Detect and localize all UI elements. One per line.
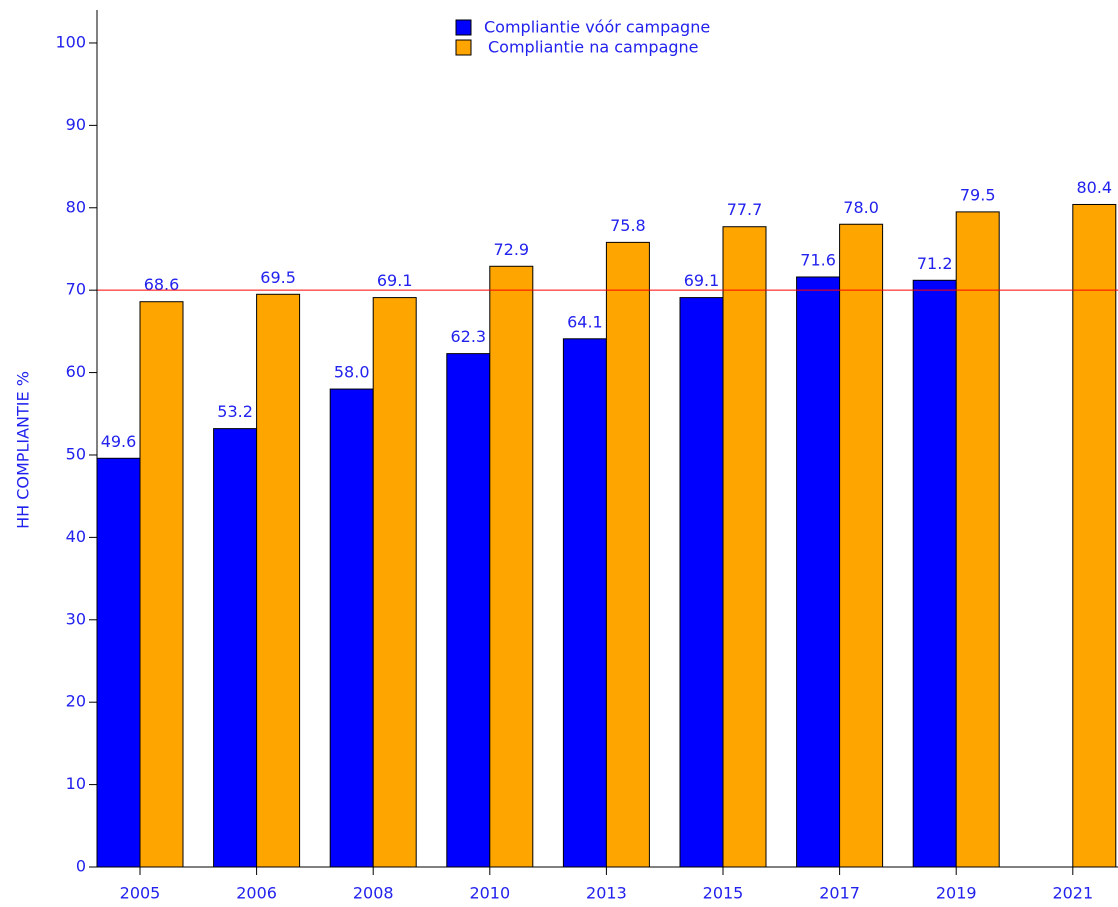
x-tick-label: 2008 <box>353 884 394 903</box>
legend-label: Compliantie vóór campagne <box>484 18 710 37</box>
data-label: 69.1 <box>684 271 720 290</box>
bar <box>955 211 1000 868</box>
bar <box>1072 203 1117 868</box>
y-axis-label: HH COMPLIANTIE % <box>14 371 33 529</box>
y-tick-label: 40 <box>66 527 86 546</box>
legend-label: Compliantie na campagne <box>488 38 699 57</box>
data-label: 68.6 <box>144 275 180 294</box>
data-label: 77.7 <box>727 200 763 219</box>
x-tick-label: 2010 <box>469 884 510 903</box>
y-tick-label: 70 <box>66 280 86 299</box>
y-tick-label: 20 <box>66 692 86 711</box>
data-label: 49.6 <box>101 432 137 451</box>
bar <box>605 241 650 868</box>
data-label: 62.3 <box>450 327 486 346</box>
x-tick-label: 2006 <box>236 884 277 903</box>
data-label: 58.0 <box>334 363 370 382</box>
data-label: 71.6 <box>800 250 836 269</box>
x-tick-label: 2015 <box>703 884 744 903</box>
bar <box>446 353 491 868</box>
data-label: 69.1 <box>377 271 413 290</box>
bar <box>329 388 374 868</box>
bar <box>139 301 184 868</box>
y-tick-label: 30 <box>66 609 86 628</box>
y-tick-label: 50 <box>66 444 86 463</box>
bar <box>372 297 417 868</box>
x-tick-label: 2021 <box>1052 884 1093 903</box>
data-label: 75.8 <box>610 216 646 235</box>
x-tick-label: 2019 <box>936 884 977 903</box>
bar <box>489 265 534 868</box>
data-label: 78.0 <box>843 198 879 217</box>
y-tick-label: 10 <box>66 774 86 793</box>
y-tick-label: 100 <box>55 32 86 51</box>
bar <box>839 223 884 868</box>
x-tick-label: 2017 <box>819 884 860 903</box>
bar <box>562 338 607 868</box>
bar <box>679 297 724 868</box>
x-tick-label: 2013 <box>586 884 627 903</box>
y-tick-label: 90 <box>66 115 86 134</box>
data-label: 69.5 <box>260 268 296 287</box>
bar <box>912 279 957 868</box>
legend-swatch <box>455 19 472 36</box>
bar <box>256 293 301 868</box>
bar <box>722 226 767 868</box>
y-tick-label: 0 <box>76 857 86 876</box>
legend-swatch <box>455 39 472 56</box>
data-label: 80.4 <box>1076 178 1112 197</box>
x-tick-label: 2005 <box>120 884 161 903</box>
data-label: 72.9 <box>493 240 529 259</box>
data-label: 79.5 <box>960 185 996 204</box>
bar <box>796 276 841 868</box>
bar <box>213 428 258 868</box>
data-label: 53.2 <box>217 402 253 421</box>
bar <box>96 457 141 868</box>
data-label: 71.2 <box>917 254 953 273</box>
data-label: 64.1 <box>567 312 603 331</box>
y-tick-label: 60 <box>66 362 86 381</box>
y-tick-label: 80 <box>66 197 86 216</box>
